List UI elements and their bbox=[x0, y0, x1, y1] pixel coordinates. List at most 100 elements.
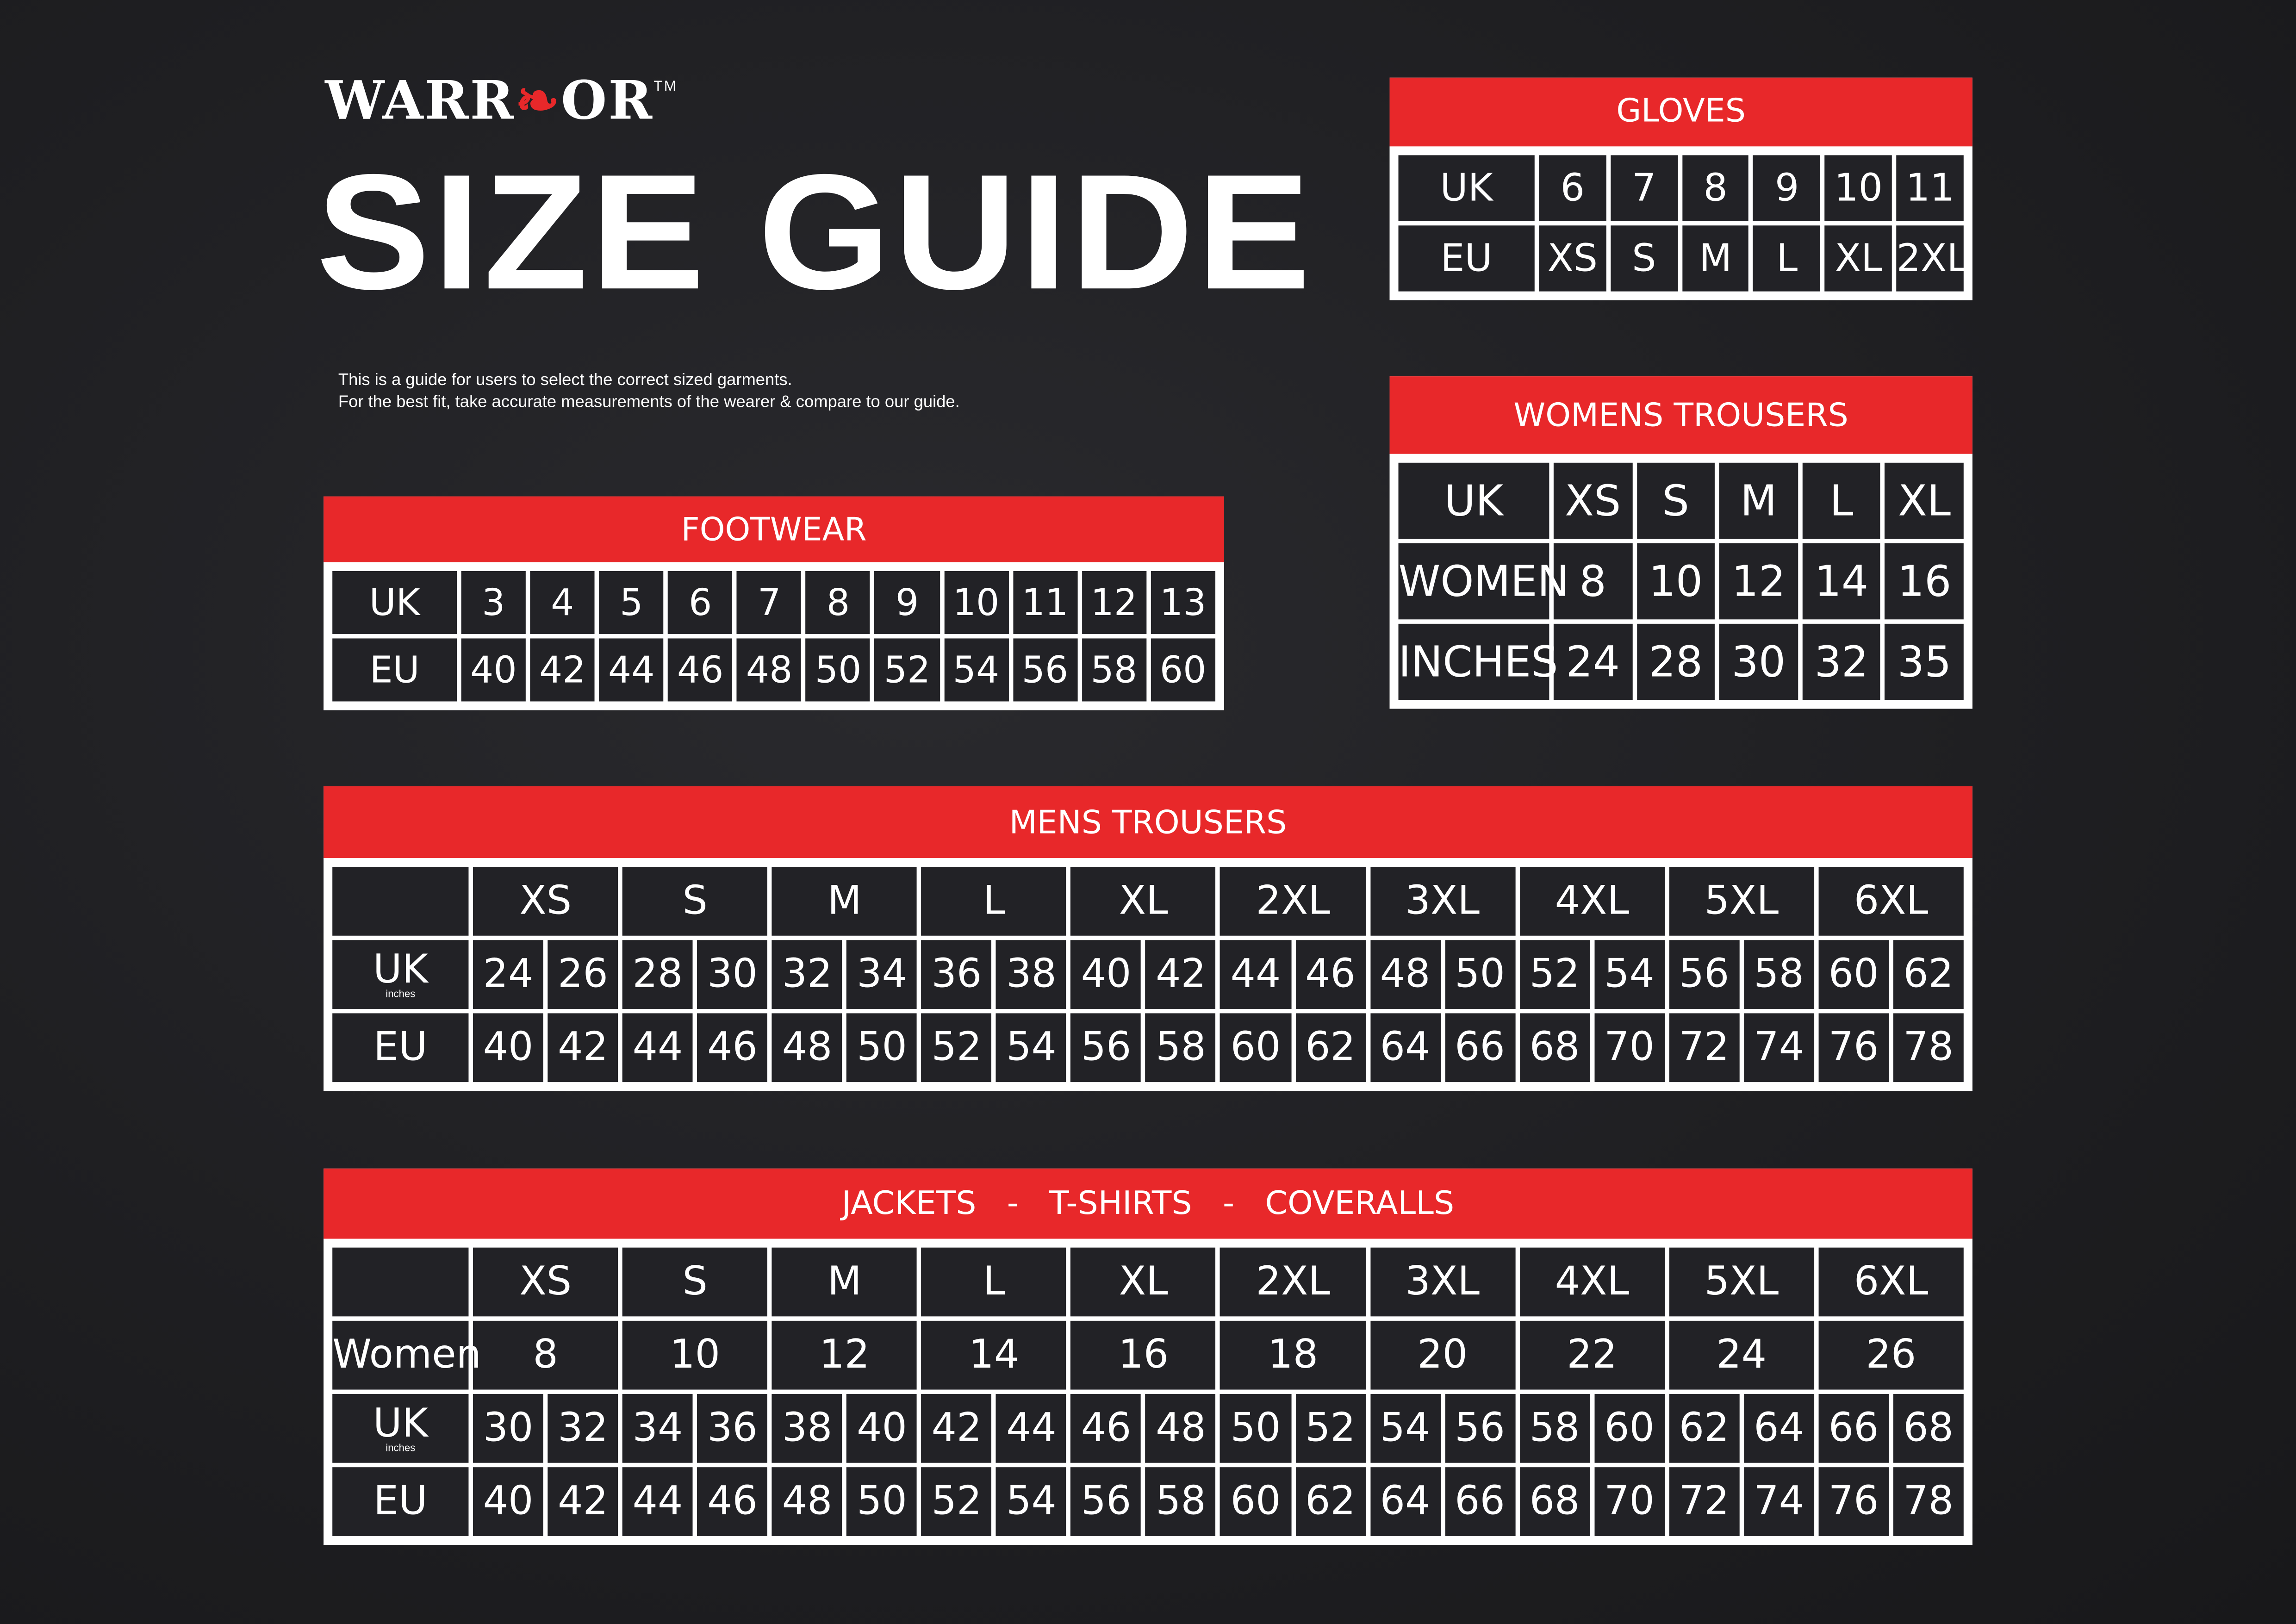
size-cell: 30 bbox=[1719, 623, 1798, 700]
size-cell: S bbox=[622, 867, 768, 936]
size-cell: 64 bbox=[1370, 1467, 1441, 1536]
size-cell: 6XL bbox=[1818, 1247, 1964, 1317]
size-cell: 12 bbox=[1082, 571, 1146, 634]
size-cell: 14 bbox=[921, 1320, 1067, 1390]
size-cell: 48 bbox=[1370, 940, 1441, 1009]
jackets-tshirts-coveralls-table: JACKETS - T-SHIRTS - COVERALLS XS S M L XL 2X… bbox=[324, 1168, 1972, 1545]
row-sublabel: inches bbox=[386, 1444, 416, 1454]
row-label-text: UK bbox=[1440, 166, 1493, 211]
footwear-table: FOOTWEAR UK 3 4 5 6 7 8 9 10 11 12 13 EU 40 42 44 46 48 50… bbox=[324, 496, 1225, 710]
table-title: GLOVES bbox=[1389, 77, 1972, 147]
size-cell: L bbox=[1802, 462, 1881, 539]
size-cell: 78 bbox=[1893, 1013, 1964, 1083]
size-cell: 2XL bbox=[1896, 225, 1968, 292]
table-title: WOMENS TROUSERS bbox=[1389, 376, 1972, 454]
size-cell: 68 bbox=[1893, 1394, 1964, 1463]
size-cell: 76 bbox=[1818, 1467, 1889, 1536]
table-row: XS S M L XL 2XL 3XL 4XL 5XL 6XL bbox=[332, 867, 1964, 936]
table-row: UK inches 30 32 34 36 38 40 42 44 46 48 50 52 54 56 58 60… bbox=[332, 1394, 1964, 1463]
row-label: Women bbox=[332, 1320, 481, 1390]
size-cell: M bbox=[772, 1247, 917, 1317]
size-cell: 2XL bbox=[1220, 1247, 1366, 1317]
size-cell: 16 bbox=[1070, 1320, 1216, 1390]
size-cell: 52 bbox=[921, 1467, 992, 1536]
size-cell: 20 bbox=[1370, 1320, 1515, 1390]
size-cell: S bbox=[1610, 225, 1678, 292]
size-cell: 9 bbox=[875, 571, 940, 634]
size-cell: 10 bbox=[1636, 543, 1715, 620]
size-cell: 64 bbox=[1370, 1013, 1441, 1083]
size-cell: 50 bbox=[846, 1467, 917, 1536]
size-cell: 3XL bbox=[1370, 867, 1515, 936]
table-row: EU 40 42 44 46 48 50 52 54 56 58 60 62 64 66 68 70 72 74 76… bbox=[332, 1013, 1964, 1083]
size-cell: L bbox=[921, 867, 1067, 936]
size-grid: UK 6 7 8 9 10 11 EU XS S M L XL 2XL bbox=[1389, 146, 1972, 300]
size-cell: 12 bbox=[1719, 543, 1798, 620]
size-cell: 68 bbox=[1519, 1013, 1590, 1083]
table-row: XS S M L XL 2XL 3XL 4XL 5XL 6XL bbox=[332, 1247, 1964, 1317]
table-row: EU 40 42 44 46 48 50 52 54 56 58 60 bbox=[332, 638, 1216, 702]
table-row: WOMEN 8 10 12 14 16 bbox=[1398, 543, 1964, 620]
size-cell: 54 bbox=[996, 1467, 1067, 1536]
size-cell: 54 bbox=[944, 638, 1008, 702]
size-cell: XL bbox=[1070, 867, 1216, 936]
size-cell: 42 bbox=[548, 1467, 618, 1536]
size-cell: 62 bbox=[1893, 940, 1964, 1009]
size-cell: 16 bbox=[1885, 543, 1964, 620]
row-label: UK bbox=[1398, 462, 1549, 539]
row-label: UK inches bbox=[332, 1394, 469, 1463]
table-row: EU 40 42 44 46 48 50 52 54 56 58 60 62 64 66 68 70 72 74 76… bbox=[332, 1467, 1964, 1536]
size-cell: 24 bbox=[1553, 623, 1632, 700]
size-cell: 2XL bbox=[1220, 867, 1366, 936]
size-cell: 4 bbox=[530, 571, 595, 634]
intro-text: This is a guide for users to select the … bbox=[338, 370, 960, 414]
size-cell: 46 bbox=[697, 1467, 768, 1536]
gloves-table: GLOVES UK 6 7 8 9 10 11 EU XS S M L XL 2XL bbox=[1389, 77, 1972, 300]
size-cell: 34 bbox=[622, 1394, 693, 1463]
size-cell: XL bbox=[1885, 462, 1964, 539]
table-row: UK XS S M L XL bbox=[1398, 462, 1964, 539]
table-row: INCHES 24 28 30 32 35 bbox=[1398, 623, 1964, 700]
row-label-text: EU bbox=[373, 1025, 428, 1070]
row-label-text: Women bbox=[332, 1332, 481, 1378]
size-cell: 8 bbox=[473, 1320, 618, 1390]
size-cell: 3XL bbox=[1370, 1247, 1515, 1317]
size-cell: 64 bbox=[1743, 1394, 1814, 1463]
size-cell: 48 bbox=[737, 638, 802, 702]
size-cell: 60 bbox=[1220, 1467, 1291, 1536]
size-cell: 52 bbox=[875, 638, 940, 702]
size-cell: 60 bbox=[1151, 638, 1216, 702]
row-label-text: EU bbox=[1440, 236, 1493, 280]
size-cell: 60 bbox=[1818, 940, 1889, 1009]
size-cell: 54 bbox=[1594, 940, 1665, 1009]
table-row: UK 3 4 5 6 7 8 9 10 11 12 13 bbox=[332, 571, 1216, 634]
size-cell: 52 bbox=[1295, 1394, 1366, 1463]
size-cell: 38 bbox=[772, 1394, 842, 1463]
size-grid: XS S M L XL 2XL 3XL 4XL 5XL 6XL Women 8 10 12 14 16 18 20… bbox=[324, 1238, 1972, 1545]
size-cell: 26 bbox=[1818, 1320, 1964, 1390]
size-cell: 50 bbox=[1220, 1394, 1291, 1463]
size-cell: 66 bbox=[1818, 1394, 1889, 1463]
size-cell: 66 bbox=[1444, 1467, 1515, 1536]
size-cell: 34 bbox=[846, 940, 917, 1009]
size-cell: 36 bbox=[697, 1394, 768, 1463]
size-cell: 54 bbox=[996, 1013, 1067, 1083]
size-cell: XS bbox=[1553, 462, 1632, 539]
row-label: EU bbox=[1398, 225, 1535, 292]
size-cell: 50 bbox=[806, 638, 871, 702]
size-cell: 28 bbox=[622, 940, 693, 1009]
size-cell: 40 bbox=[473, 1467, 543, 1536]
size-cell: 6 bbox=[1539, 155, 1606, 221]
size-cell: 35 bbox=[1885, 623, 1964, 700]
row-label: UK bbox=[332, 571, 457, 634]
size-cell: 72 bbox=[1669, 1467, 1740, 1536]
size-cell: 7 bbox=[1610, 155, 1678, 221]
size-cell: 11 bbox=[1013, 571, 1077, 634]
size-cell: 46 bbox=[1295, 940, 1366, 1009]
size-cell: 22 bbox=[1519, 1320, 1665, 1390]
size-cell: 10 bbox=[622, 1320, 768, 1390]
table-row: UK 6 7 8 9 10 11 bbox=[1398, 155, 1964, 221]
intro-line: This is a guide for users to select the … bbox=[338, 372, 792, 390]
size-cell: 32 bbox=[772, 940, 842, 1009]
